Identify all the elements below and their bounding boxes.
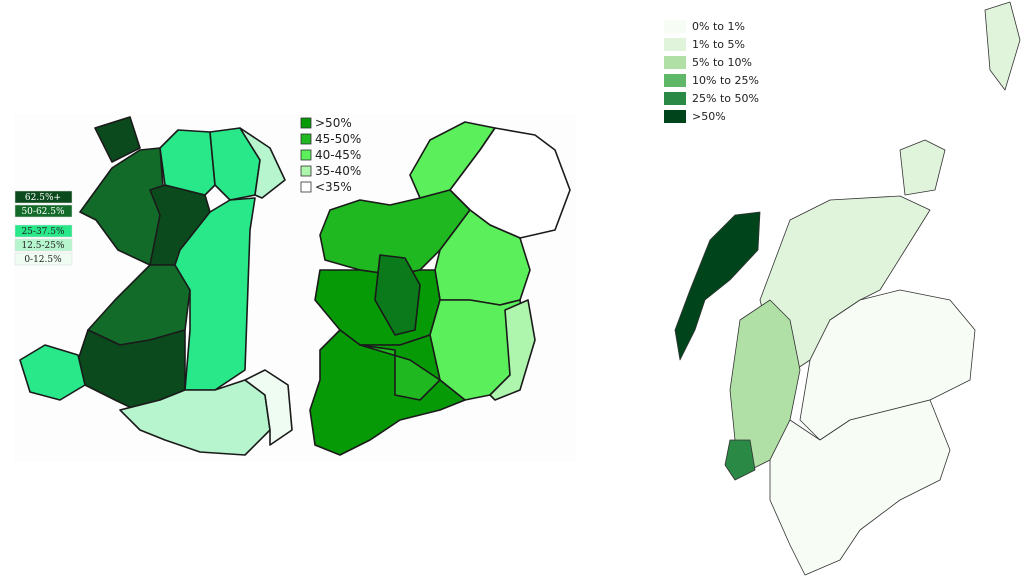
legend-swatch [14, 190, 73, 204]
ireland-map [309, 121, 571, 456]
legend-swatch [664, 110, 686, 123]
legend-label: 0-12.5% [24, 255, 62, 265]
scotland-map [674, 1, 1021, 576]
legend-label: 62.5%+ [25, 193, 61, 203]
legend-label: 10% to 25% [692, 74, 759, 87]
legend-label: 12.5-25% [21, 241, 65, 251]
legend-label: 40-45% [315, 148, 361, 162]
legend-label: 50-62.5% [21, 207, 65, 217]
legend-label: 5% to 10% [692, 56, 752, 69]
legend-swatch [14, 252, 73, 266]
legend-label: 0% to 1% [692, 20, 745, 33]
legend-swatch [300, 181, 312, 193]
legend-label: 35-40% [315, 164, 361, 178]
wales-map [19, 116, 293, 456]
legend-label: >50% [692, 110, 726, 123]
legend-swatch [14, 224, 73, 238]
legend-label: >50% [315, 116, 352, 130]
legend-swatch [300, 133, 312, 145]
legend-swatch [664, 56, 686, 69]
legend-swatch [664, 74, 686, 87]
legend-label: 25% to 50% [692, 92, 759, 105]
legend-swatch [300, 117, 312, 129]
legend-swatch [664, 20, 686, 33]
legend-label: 45-50% [315, 132, 361, 146]
legend-swatch [14, 204, 73, 218]
legend-swatch [664, 92, 686, 105]
legend-swatch [664, 38, 686, 51]
legend-swatch [300, 165, 312, 177]
legend-swatch [300, 149, 312, 161]
legend-label: 1% to 5% [692, 38, 745, 51]
legend-swatch [14, 238, 73, 252]
legend-label: 25-37.5% [21, 227, 65, 237]
legend-label: <35% [315, 180, 352, 194]
